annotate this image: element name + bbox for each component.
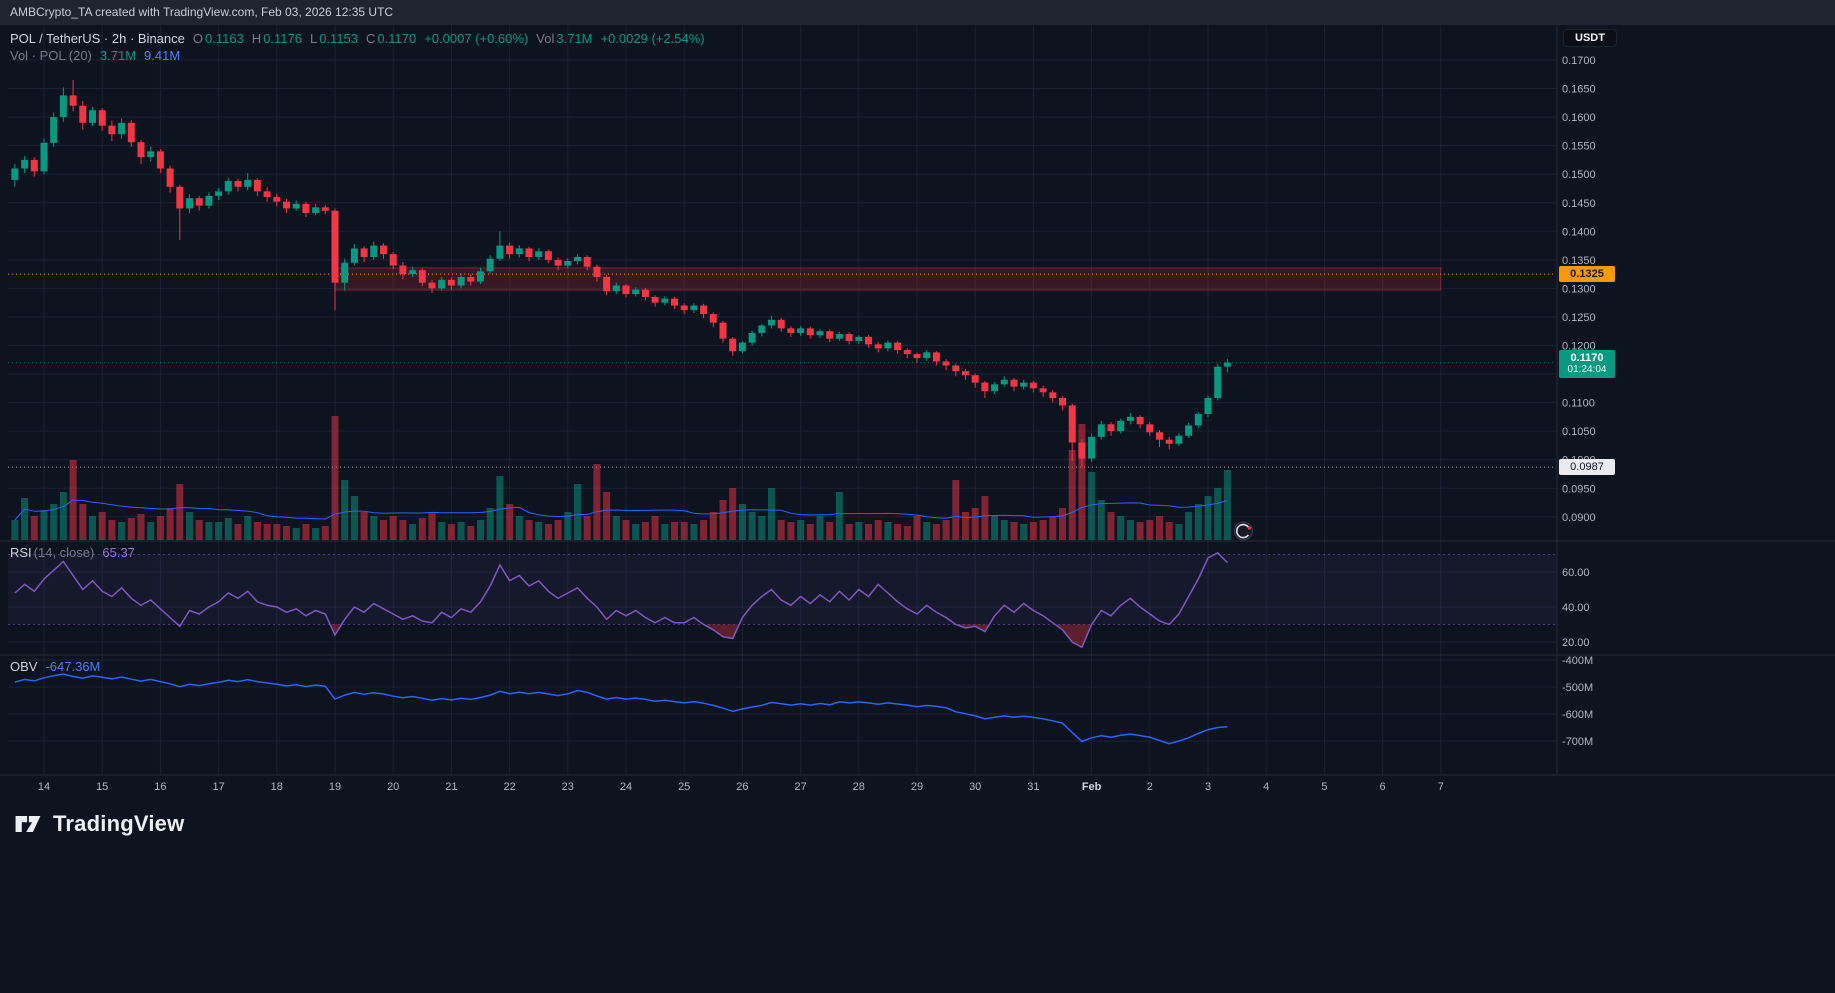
svg-text:14: 14 <box>38 781 50 793</box>
rsi-value: 65.37 <box>102 545 135 560</box>
svg-text:0.1300: 0.1300 <box>1562 283 1596 295</box>
attribution-bar: AMBCrypto_TA created with TradingView.co… <box>0 0 1835 25</box>
svg-text:22: 22 <box>503 781 515 793</box>
rsi-pane <box>8 551 1556 649</box>
change-value: +0.0007 (+0.60%) <box>424 31 529 46</box>
svg-text:4: 4 <box>1263 781 1269 793</box>
svg-text:0.1450: 0.1450 <box>1562 198 1596 210</box>
svg-text:28: 28 <box>853 781 865 793</box>
time-axis: 14 15 16 17 18 19 20 21 22 23 24 25 26 27 28 29 30 31 Feb 2… <box>38 781 1444 793</box>
svg-text:0.1050: 0.1050 <box>1562 426 1596 438</box>
svg-text:Feb: Feb <box>1082 781 1102 793</box>
levels-layer <box>8 267 1556 468</box>
svg-text:-600M: -600M <box>1562 709 1593 721</box>
svg-text:24: 24 <box>620 781 632 793</box>
svg-text:60.00: 60.00 <box>1562 567 1590 579</box>
svg-text:7: 7 <box>1438 781 1444 793</box>
svg-text:16: 16 <box>154 781 166 793</box>
svg-text:3: 3 <box>1205 781 1211 793</box>
zone-price-label: 0.1325 <box>1559 266 1615 283</box>
svg-text:20: 20 <box>387 781 399 793</box>
svg-text:29: 29 <box>911 781 923 793</box>
close-value: C 0.1170 <box>366 31 417 46</box>
tradingview-logo-icon <box>15 816 41 832</box>
symbol-title[interactable]: POL / TetherUS · 2h · Binance <box>10 31 185 46</box>
volume-ma-value: 9.41M <box>144 48 181 63</box>
rsi-line <box>14 551 1228 649</box>
svg-text:0.1200: 0.1200 <box>1562 341 1596 353</box>
volume-change-value: +0.0029 (+2.54%) <box>600 31 705 46</box>
low-value: L 0.1153 <box>309 31 359 46</box>
price-axis: 0.1700 0.1650 0.1600 0.1550 0.1500 0.1450 0.14… <box>1562 55 1596 524</box>
last-price-value: 0.1170 <box>1570 351 1604 364</box>
svg-text:0.1700: 0.1700 <box>1562 55 1596 67</box>
svg-text:0.1500: 0.1500 <box>1562 169 1596 181</box>
svg-text:23: 23 <box>562 781 574 793</box>
pane-structure <box>0 25 1835 776</box>
svg-text:0.1100: 0.1100 <box>1562 398 1595 410</box>
svg-text:6: 6 <box>1380 781 1386 793</box>
svg-text:40.00: 40.00 <box>1562 602 1590 614</box>
tradingview-logo-text: TradingView <box>53 811 185 836</box>
bar-countdown: 01:24:04 <box>1567 363 1607 375</box>
rsi-axis: 60.00 40.00 20.00 <box>1562 567 1590 649</box>
low-price-label: 0.0987 <box>1559 459 1615 476</box>
svg-text:-500M: -500M <box>1562 682 1593 694</box>
svg-text:5: 5 <box>1321 781 1327 793</box>
svg-text:26: 26 <box>736 781 748 793</box>
svg-text:17: 17 <box>212 781 224 793</box>
rsi-indicator-title[interactable]: RSI (14, close) <box>10 545 95 560</box>
obv-axis: -400M -500M -600M -700M <box>1562 655 1593 748</box>
svg-text:25: 25 <box>678 781 690 793</box>
svg-text:-700M: -700M <box>1562 736 1593 748</box>
svg-text:15: 15 <box>96 781 108 793</box>
svg-text:2: 2 <box>1147 781 1153 793</box>
obv-indicator-title[interactable]: OBV <box>10 659 38 674</box>
obv-pane <box>14 673 1228 745</box>
volume-ma-line <box>14 499 1228 521</box>
svg-text:18: 18 <box>271 781 283 793</box>
svg-text:21: 21 <box>445 781 457 793</box>
svg-text:-400M: -400M <box>1562 655 1593 667</box>
open-value: O 0.1163 <box>192 31 244 46</box>
candles-layer <box>11 79 1231 468</box>
svg-text:0.1400: 0.1400 <box>1562 226 1596 238</box>
svg-text:0.1250: 0.1250 <box>1562 312 1596 324</box>
svg-text:0.0950: 0.0950 <box>1562 483 1596 495</box>
rsi-legend: RSI (14, close) 65.37 <box>10 545 135 560</box>
grid-layer <box>8 25 1556 775</box>
svg-text:0.1600: 0.1600 <box>1562 112 1596 124</box>
rsi-oversold-fill <box>177 624 1170 648</box>
svg-text:27: 27 <box>794 781 806 793</box>
attribution-text: AMBCrypto_TA created with TradingView.co… <box>10 5 394 19</box>
svg-text:20.00: 20.00 <box>1562 637 1590 649</box>
obv-legend: OBV -647.36M <box>10 659 100 674</box>
volume-layer <box>11 416 1231 540</box>
obv-value: -647.36M <box>45 659 101 674</box>
volume-indicator-title[interactable]: Vol · POL (20) <box>10 48 92 63</box>
svg-text:31: 31 <box>1027 781 1039 793</box>
volume-legend: Vol · POL (20) 3.71M 9.41M <box>10 48 180 63</box>
tradingview-logo[interactable]: TradingView <box>12 808 184 840</box>
svg-text:0.0900: 0.0900 <box>1562 512 1596 524</box>
svg-text:19: 19 <box>329 781 341 793</box>
svg-text:0.1550: 0.1550 <box>1562 141 1596 153</box>
volume-value: Vol 3.71M <box>536 31 593 46</box>
currency-toggle-button[interactable]: USDT <box>1563 29 1617 47</box>
svg-text:0.1650: 0.1650 <box>1562 84 1596 96</box>
svg-text:30: 30 <box>969 781 981 793</box>
volume-current-value: 3.71M <box>99 48 137 63</box>
high-value: H 0.1176 <box>251 31 302 46</box>
last-price-label: 0.1170 01:24:04 <box>1559 349 1615 378</box>
obv-line <box>14 673 1228 745</box>
svg-text:0.1350: 0.1350 <box>1562 255 1596 267</box>
resistance-zone <box>334 267 1442 291</box>
realtime-marker <box>1233 521 1253 541</box>
